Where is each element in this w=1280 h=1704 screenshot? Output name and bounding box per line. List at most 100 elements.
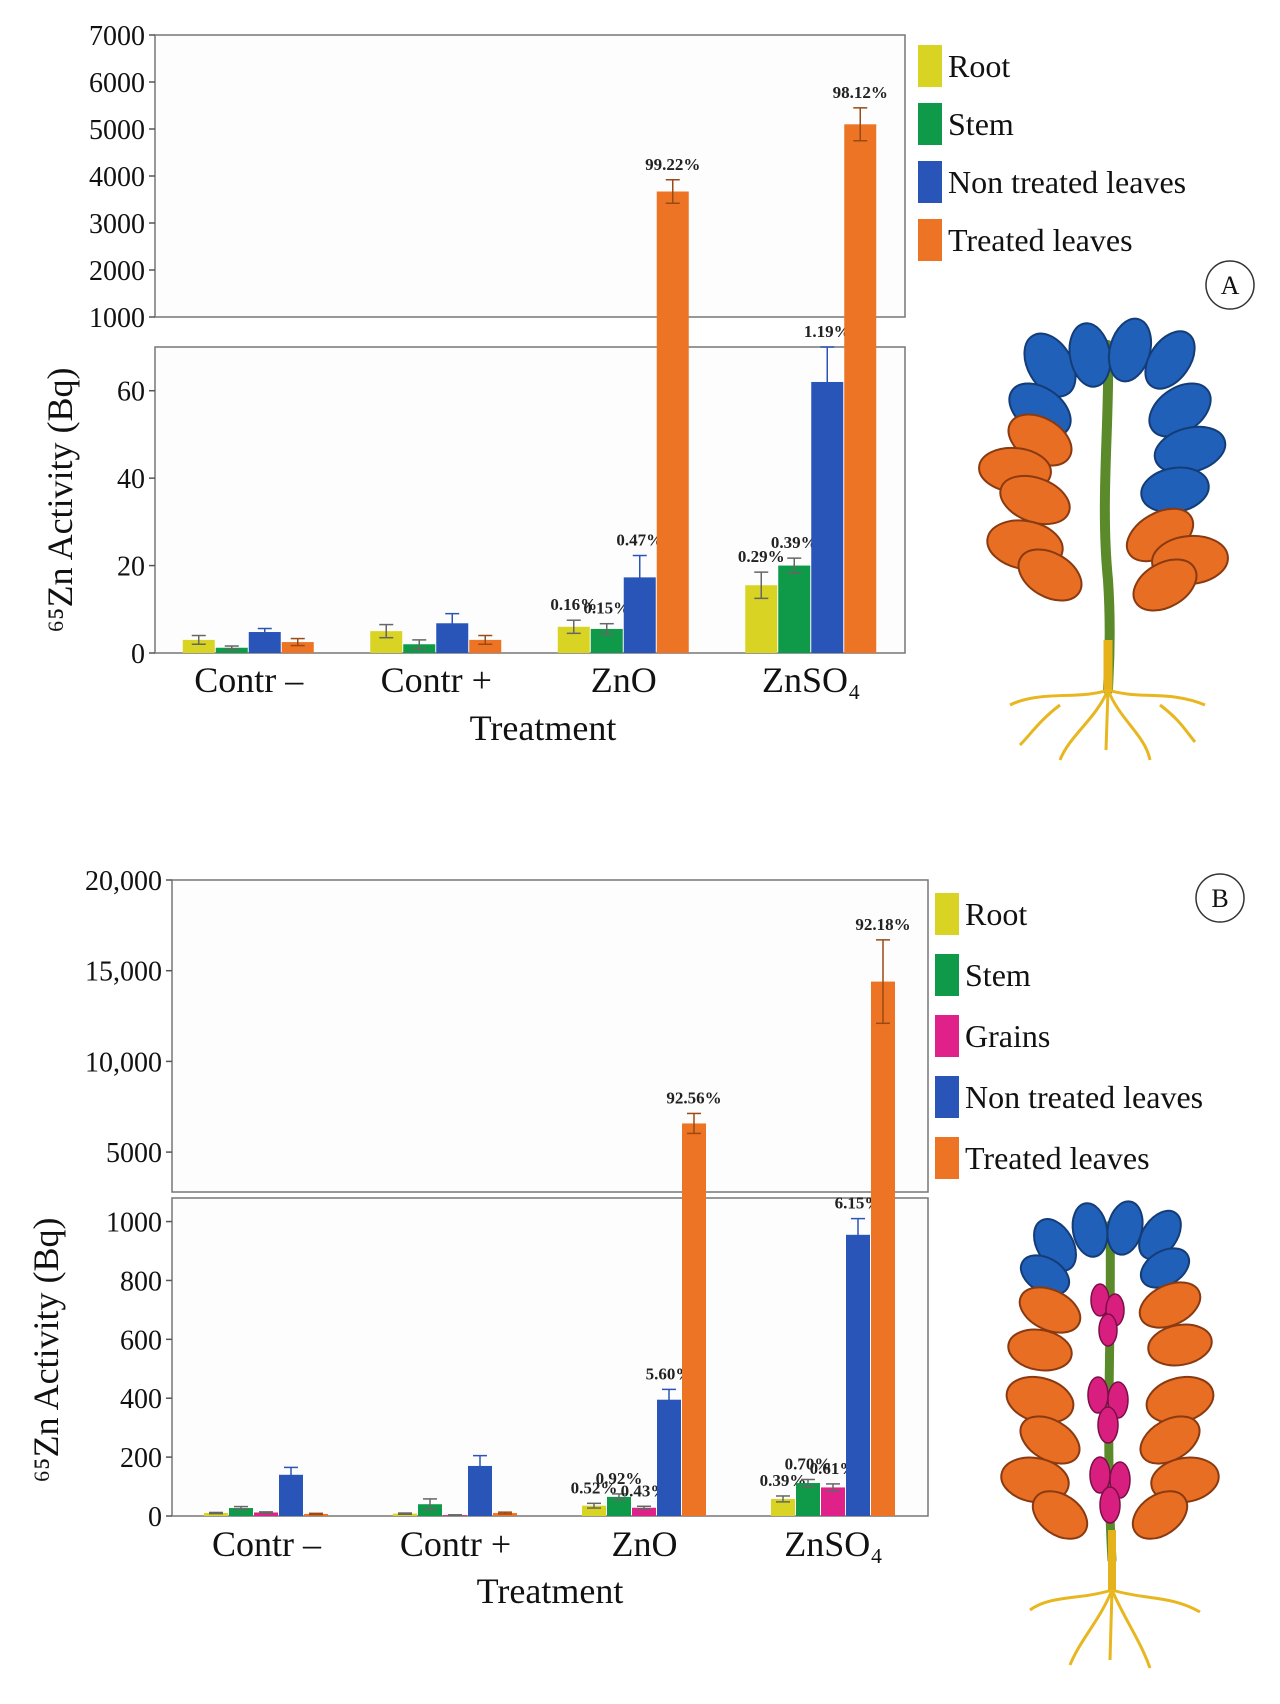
panel-a-x-axis-title: Treatment — [470, 708, 617, 748]
data-label: 0.52% — [571, 1478, 618, 1497]
bar-treated-leaves — [682, 1123, 706, 1516]
panel-a-legend: Root Stem Non treated leaves Treated leaves — [918, 45, 1186, 261]
y-tick-label: 5000 — [106, 1138, 162, 1169]
bar-grains — [254, 1512, 278, 1516]
data-label: 6.15% — [835, 1194, 882, 1213]
y-tick-label: 20,000 — [85, 866, 162, 897]
plant-b-blue-leaves — [1019, 1200, 1191, 1296]
panel-a-category-labels: Contr – Contr + ZnO ZnSO₄ — [194, 660, 860, 700]
y-tick-label: 2000 — [89, 256, 145, 287]
bar-non-treated-leaves — [248, 632, 281, 653]
panel-b-plant-illustration — [1000, 1200, 1220, 1669]
x-category-label: Contr + — [400, 1524, 511, 1564]
legend-swatch — [918, 219, 942, 261]
legend-swatch — [935, 1076, 959, 1118]
plant-a-stem — [1099, 340, 1115, 695]
x-category-label: ZnSO₄ — [784, 1524, 883, 1564]
legend-label: Root — [948, 48, 1010, 84]
panel-b-letter-circle — [1195, 873, 1245, 923]
data-label: 0.29% — [738, 547, 785, 566]
legend-swatch — [918, 161, 942, 203]
panel-a-bars: 0.16% 0.29% 0.15% 0.39% 0.47% 1.19% 99.22% 98.1… — [182, 83, 888, 654]
y-tick-label: 800 — [120, 1266, 162, 1297]
bar-root — [370, 631, 403, 653]
plant-b-roots — [1029, 1588, 1201, 1669]
x-category-label: Contr – — [194, 660, 304, 700]
data-label: 99.22% — [645, 155, 700, 174]
data-label: 0.92% — [596, 1469, 643, 1488]
bar-root — [182, 639, 215, 653]
data-label: 0.39% — [760, 1471, 807, 1490]
bar-grains — [821, 1487, 845, 1516]
bar-treated-leaves — [469, 639, 502, 653]
bar-root — [204, 1513, 228, 1516]
bar-root — [582, 1505, 606, 1516]
legend-swatch — [918, 103, 942, 145]
panel-a-chart: 0 20 40 60 1000 2000 3000 4000 5000 6000 7000 0.16… — [40, 21, 1255, 761]
panel-a-letter-circle — [1205, 260, 1255, 310]
bar-non-treated-leaves — [846, 1234, 870, 1516]
bar-stem — [796, 1483, 820, 1516]
legend-label: Treated leaves — [948, 222, 1133, 258]
legend-swatch — [935, 1015, 959, 1057]
y-tick-label: 400 — [120, 1384, 162, 1415]
legend-swatch — [918, 45, 942, 87]
x-category-label: ZnSO₄ — [762, 660, 861, 700]
panel-b-letter: B — [1211, 884, 1228, 913]
panel-b-upper-frame — [171, 879, 929, 1193]
panel-b-x-axis-title: Treatment — [477, 1571, 624, 1611]
data-label: 0.43% — [621, 1481, 668, 1500]
bar-root — [771, 1498, 795, 1516]
data-label: 0.16% — [550, 595, 597, 614]
legend-label: Treated leaves — [965, 1140, 1150, 1176]
legend-label: Root — [965, 896, 1027, 932]
x-category-label: ZnO — [612, 1524, 678, 1564]
panel-b-chart: 02004006008001000500010,00015,00020,000 … — [26, 866, 1245, 1669]
data-label: 98.12% — [833, 83, 888, 102]
x-category-label: Contr + — [381, 660, 492, 700]
y-tick-label: 0 — [131, 639, 145, 670]
bar-treated-leaves — [844, 124, 877, 654]
y-tick-label: 3000 — [89, 209, 145, 240]
legend-swatch — [935, 1137, 959, 1179]
bar-grains — [632, 1507, 656, 1516]
data-label: 0.15% — [583, 599, 630, 618]
bar-stem — [215, 647, 248, 653]
panel-b-bars: 0.52% 0.39% 0.92% 0.70% 0.43% 0.61% 5.60% 6.15%… — [204, 915, 911, 1517]
plant-a-roots — [1009, 688, 1206, 761]
plant-b-orange-leaves — [1000, 1281, 1220, 1540]
bar-treated-leaves — [871, 981, 895, 1516]
legend-label: Stem — [948, 106, 1014, 142]
data-label: 0.70% — [785, 1454, 832, 1473]
legend-label: Non treated leaves — [965, 1079, 1203, 1115]
y-tick-label: 7000 — [89, 21, 145, 52]
y-tick-label: 1000 — [106, 1208, 162, 1239]
data-label: 0.61% — [810, 1459, 857, 1478]
data-label: 92.56% — [666, 1088, 721, 1107]
legend-swatch — [935, 954, 959, 996]
y-tick-label: 20 — [117, 552, 145, 583]
x-category-label: ZnO — [591, 660, 657, 700]
x-category-label: Contr – — [212, 1524, 322, 1564]
bar-stem — [778, 565, 811, 653]
data-label: 92.18% — [855, 915, 910, 934]
panel-b-y-axis-title: ⁶⁵Zn Activity (Bq) — [26, 1217, 66, 1482]
data-label: 0.39% — [771, 533, 818, 552]
y-tick-label: 10,000 — [85, 1047, 162, 1078]
plant-a-orange-leaves — [978, 413, 1229, 612]
plant-b-grain-pods — [1087, 1283, 1131, 1524]
legend-label: Non treated leaves — [948, 164, 1186, 200]
bar-treated-leaves — [281, 642, 314, 653]
y-tick-label: 4000 — [89, 162, 145, 193]
panel-b-category-labels: Contr – Contr + ZnO ZnSO₄ — [212, 1524, 883, 1564]
panel-a-upper-frame — [154, 34, 906, 318]
legend-label: Grains — [965, 1018, 1050, 1054]
data-label: 1.19% — [804, 322, 851, 341]
bar-stem — [229, 1508, 253, 1516]
y-tick-label: 1000 — [89, 303, 145, 334]
panel-a-ticks: 0 20 40 60 1000 2000 3000 4000 5000 6000 7000 — [89, 21, 155, 670]
bar-treated-leaves — [656, 191, 689, 653]
panel-a-letter: A — [1221, 271, 1240, 300]
y-tick-label: 200 — [120, 1443, 162, 1474]
